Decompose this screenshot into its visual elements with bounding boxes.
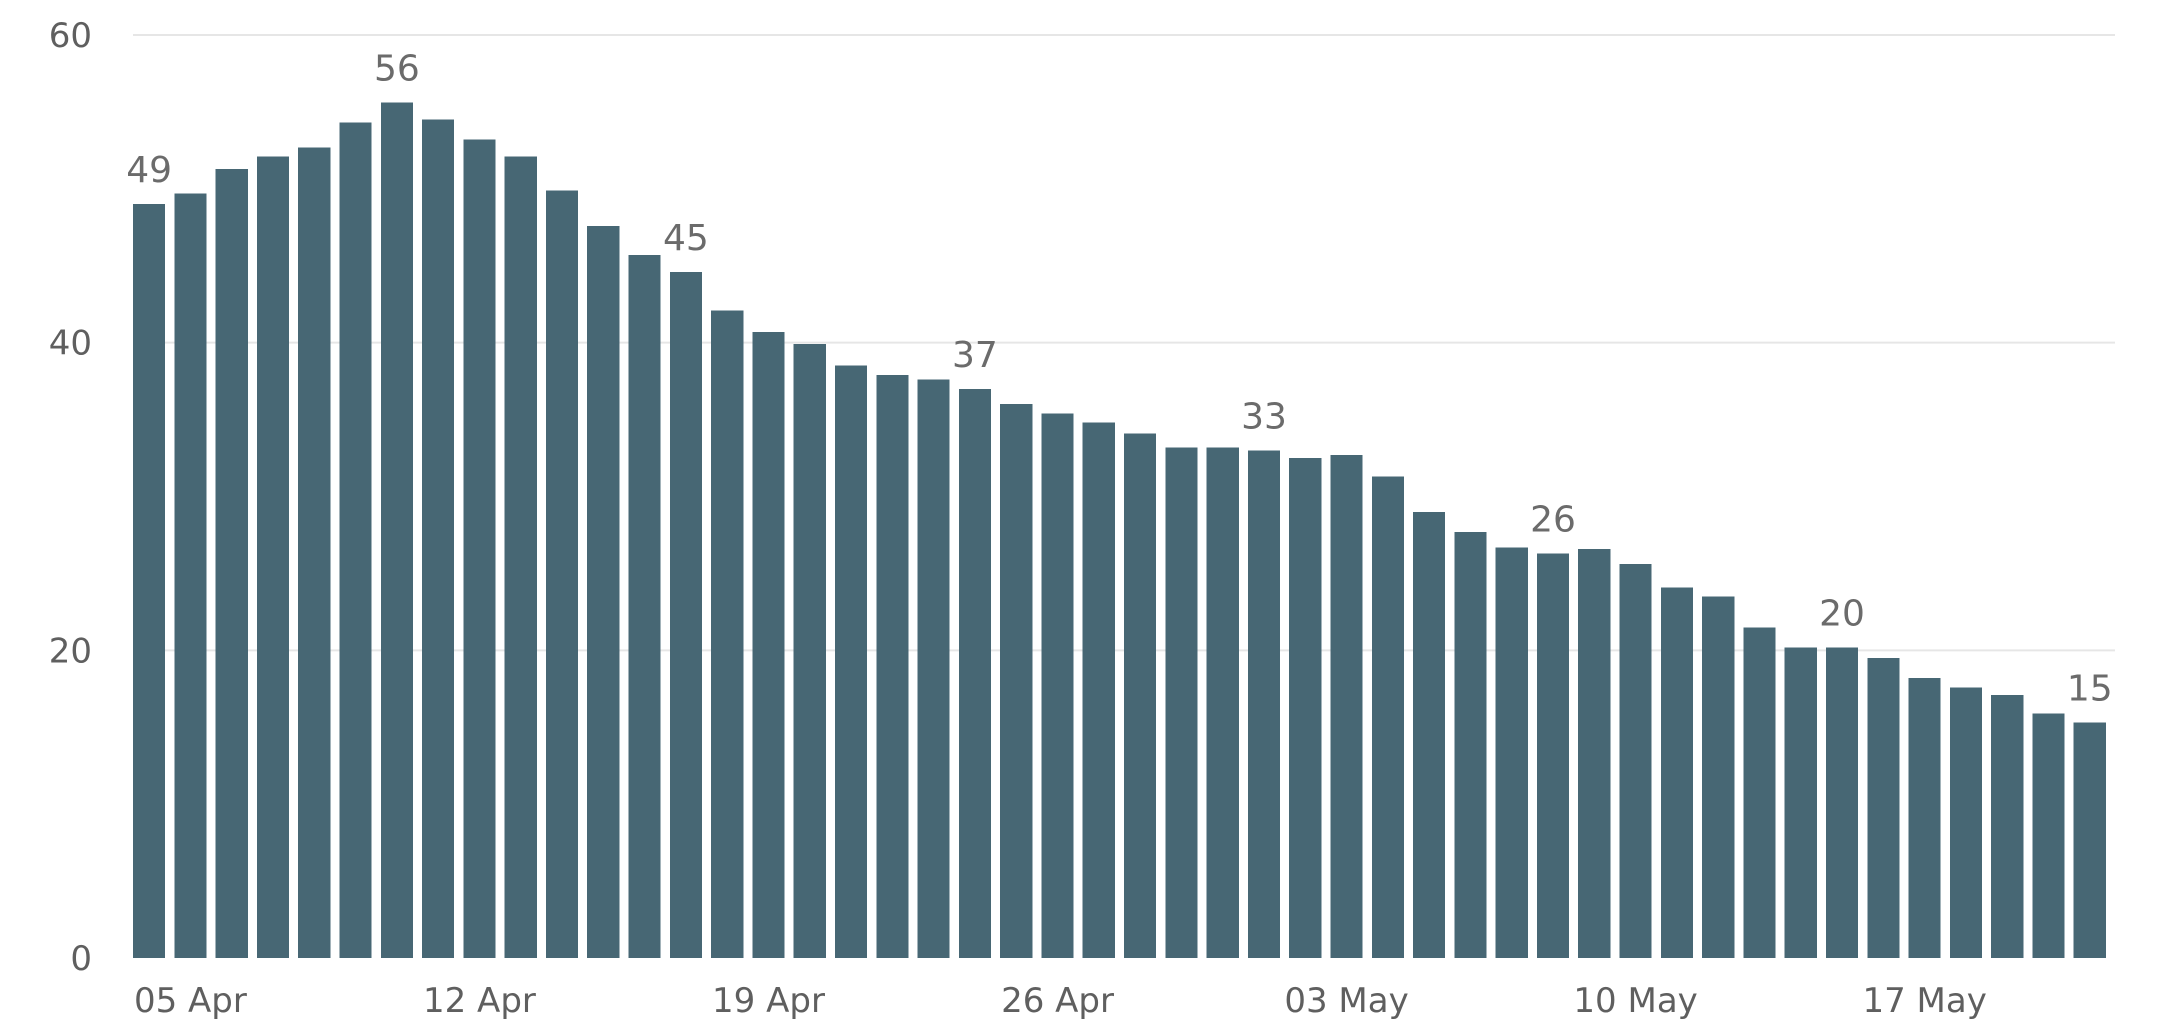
x-axis: 05 Apr 12 Apr 19 Apr 26 Apr 03 May 10 May 17 M… — [134, 981, 1987, 1019]
bar — [587, 225, 620, 959]
bar — [1330, 454, 1363, 958]
bar — [256, 156, 290, 959]
bar — [669, 271, 702, 958]
bar — [504, 156, 537, 959]
data-label: 20 — [1819, 593, 1865, 634]
y-tick-label: 60 — [49, 16, 92, 56]
y-tick-label: 0 — [70, 939, 92, 979]
bar — [1082, 422, 1115, 958]
data-labels: 49 56 45 37 33 26 20 15 — [126, 49, 2113, 710]
bar — [1165, 447, 1198, 958]
bar — [2073, 722, 2106, 958]
bar — [1371, 476, 1404, 958]
bar — [1413, 511, 1446, 958]
bar — [711, 310, 744, 958]
bar — [545, 190, 579, 958]
bar — [752, 331, 785, 959]
bar — [876, 374, 909, 958]
bar — [1495, 547, 1528, 958]
data-label: 37 — [952, 335, 998, 376]
bar — [1702, 596, 1735, 958]
bar — [1784, 647, 1817, 958]
bar — [2032, 713, 2065, 958]
bar — [1949, 687, 1983, 958]
bar — [1991, 694, 2024, 958]
bar — [1000, 404, 1033, 958]
bar — [834, 365, 868, 958]
x-tick-label: 05 Apr — [134, 981, 247, 1019]
x-tick-label: 19 Apr — [712, 981, 825, 1019]
y-tick-label: 20 — [49, 631, 92, 671]
bar — [215, 168, 248, 958]
bar — [380, 102, 413, 959]
data-label: 49 — [126, 150, 172, 191]
bar — [1536, 553, 1570, 958]
bar — [1289, 458, 1322, 958]
bar — [958, 388, 992, 959]
x-tick-label: 12 Apr — [423, 981, 536, 1019]
bar — [1578, 548, 1611, 958]
bar — [1825, 647, 1859, 958]
bar — [793, 344, 826, 959]
data-label: 26 — [1530, 499, 1576, 540]
bar — [1247, 450, 1281, 958]
data-label: 45 — [663, 218, 709, 259]
bar — [1041, 413, 1074, 958]
bars — [133, 102, 2106, 959]
y-tick-label: 40 — [49, 324, 92, 364]
y-axis: 0 20 40 60 — [49, 16, 92, 979]
bar — [133, 204, 166, 958]
bar — [174, 193, 207, 958]
bar — [1743, 627, 1776, 958]
bar — [422, 119, 455, 958]
bar — [298, 147, 331, 958]
x-tick-label: 10 May — [1573, 981, 1697, 1019]
x-tick-label: 03 May — [1284, 981, 1408, 1019]
bar — [1908, 678, 1941, 958]
bar — [1206, 447, 1239, 958]
bar — [1124, 433, 1157, 958]
bar — [628, 254, 661, 958]
bar — [1867, 658, 1900, 958]
data-label: 56 — [374, 49, 420, 90]
x-tick-label: 17 May — [1862, 981, 1986, 1019]
bar — [1660, 587, 1693, 958]
bar — [1619, 564, 1652, 958]
bar — [1454, 531, 1487, 958]
data-label: 15 — [2067, 669, 2113, 710]
bar — [463, 139, 496, 958]
data-label: 33 — [1241, 396, 1287, 437]
bar — [917, 379, 950, 958]
x-tick-label: 26 Apr — [1001, 981, 1114, 1019]
bar — [339, 122, 372, 958]
